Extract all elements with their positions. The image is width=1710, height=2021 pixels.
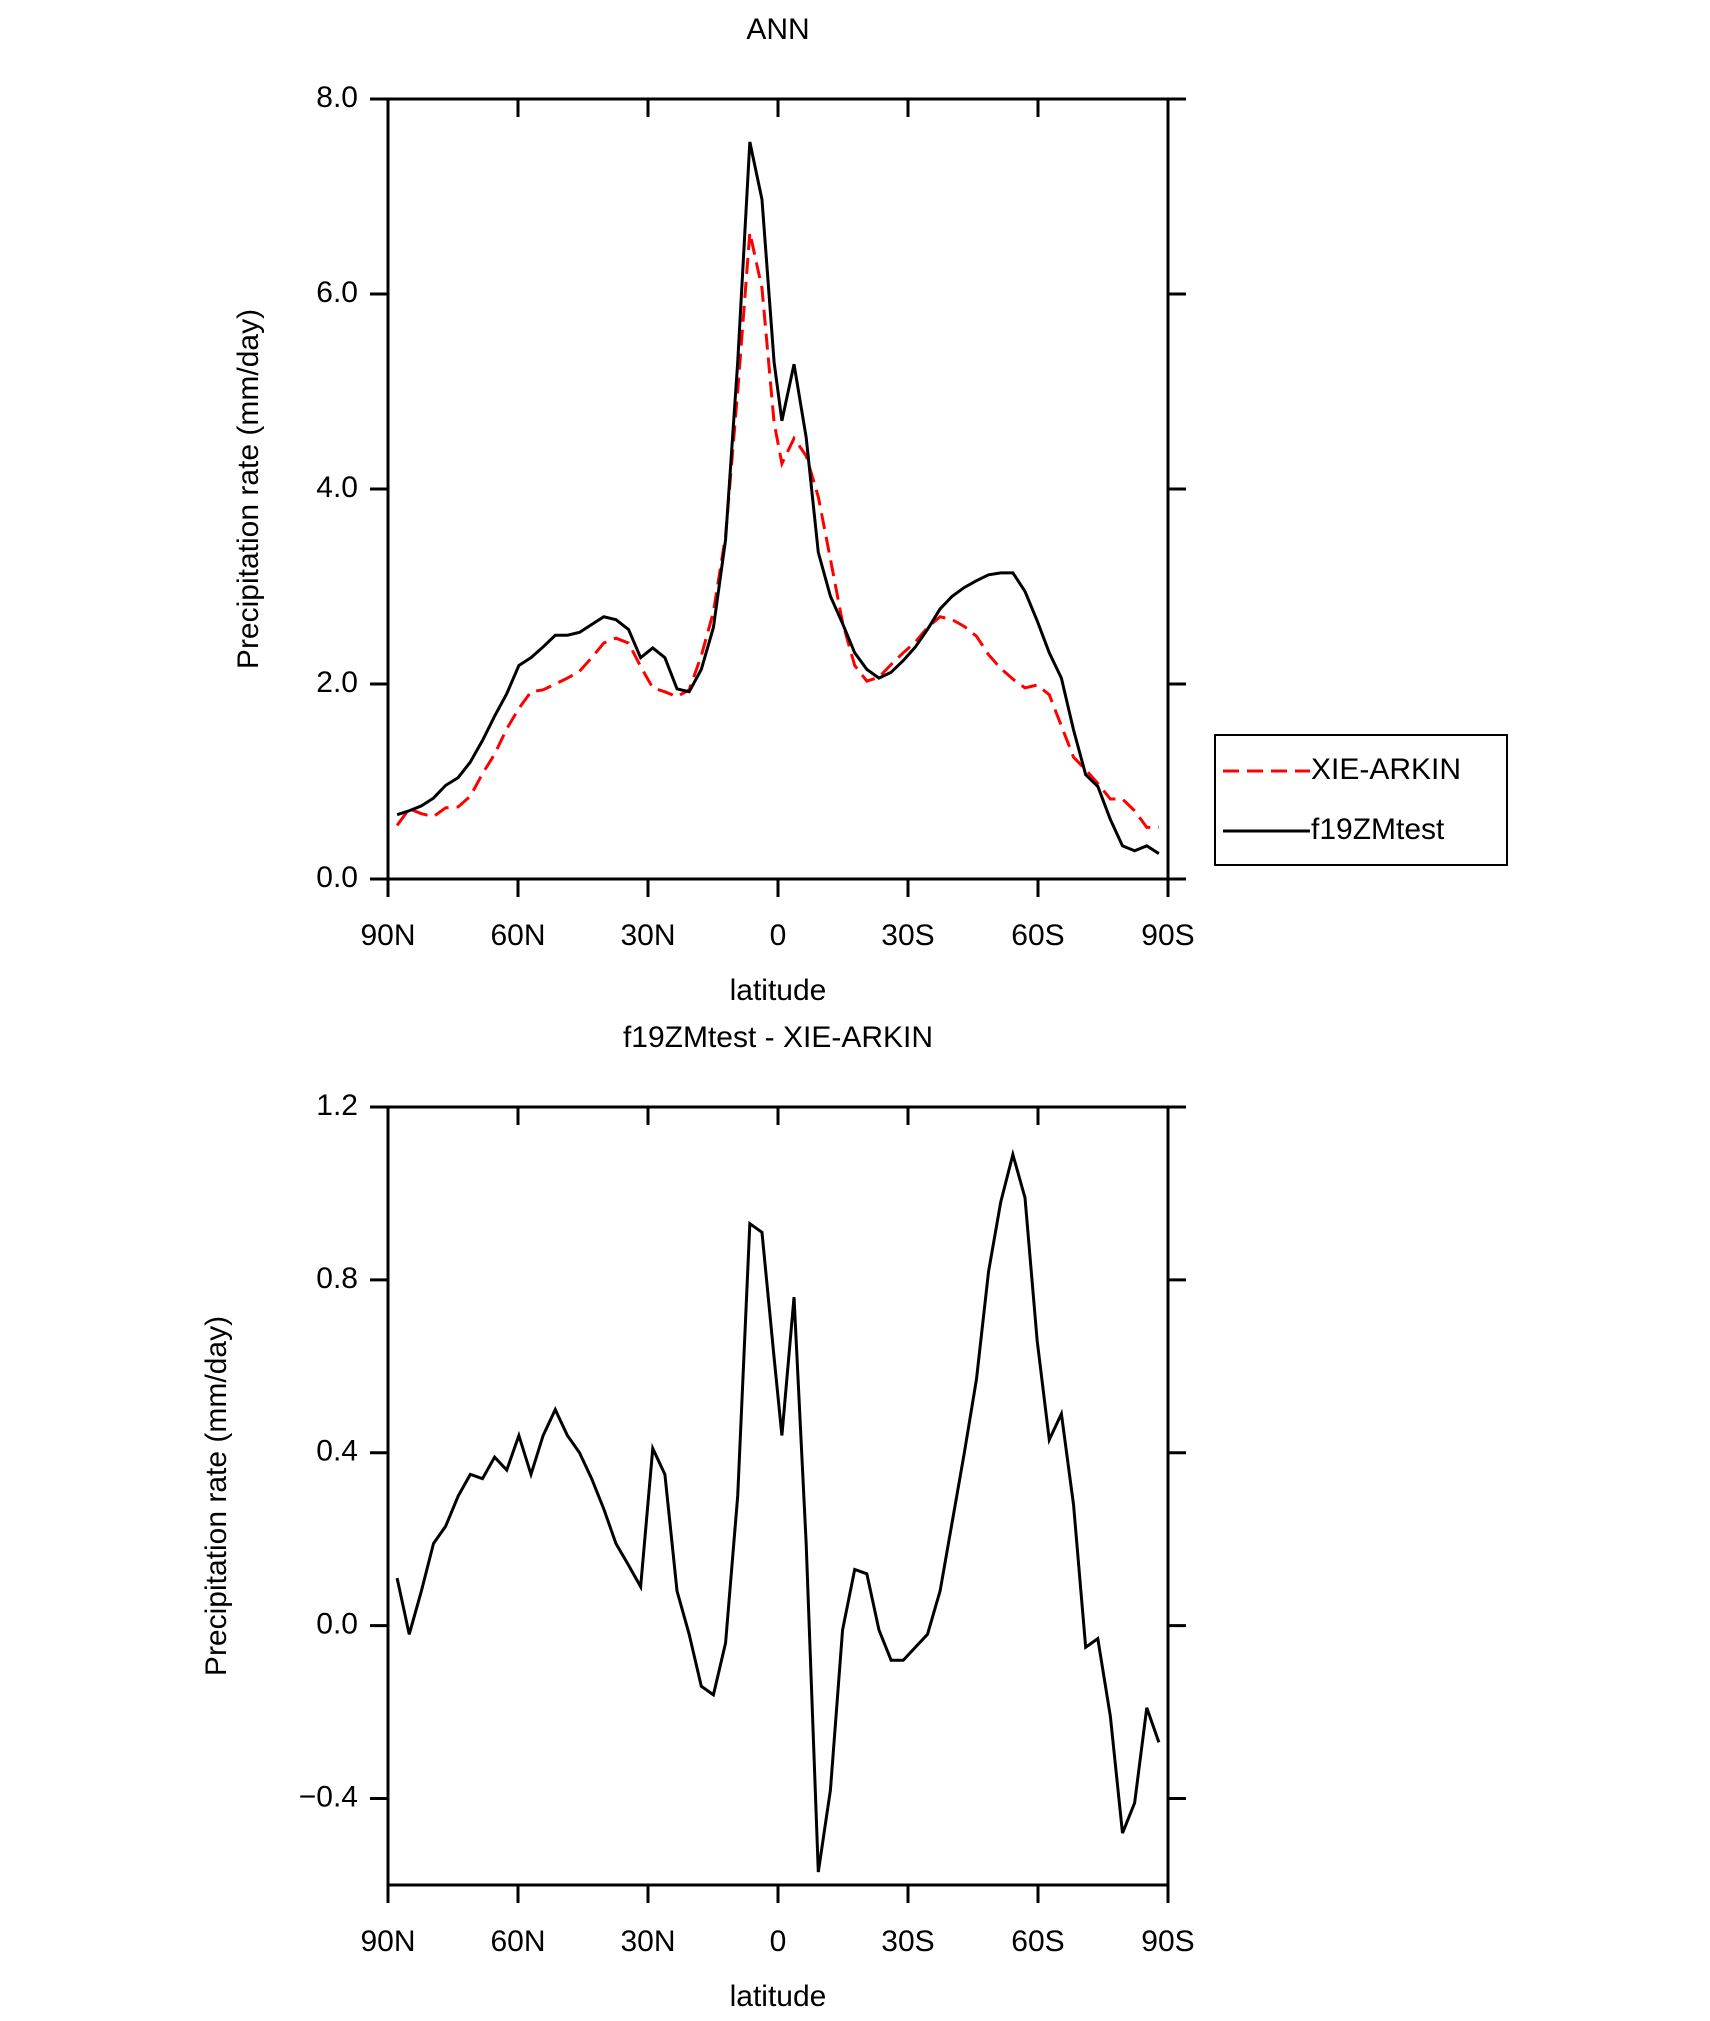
data-line bbox=[395, 232, 1159, 829]
legend-label: f19ZMtest bbox=[1311, 813, 1445, 846]
y-tick-label: 0.4 bbox=[316, 1435, 358, 1468]
y-tick-label: 0.8 bbox=[316, 1262, 358, 1295]
x-tick-label: 30S bbox=[881, 919, 934, 952]
y-tick-label: 8.0 bbox=[316, 81, 358, 114]
chart-title: ANN bbox=[746, 13, 809, 46]
x-tick-label: 0 bbox=[770, 1925, 787, 1958]
y-axis-label: Precipitation rate (mm/day) bbox=[200, 1316, 233, 1676]
x-tick-label: 30N bbox=[620, 1925, 675, 1958]
plot-frame bbox=[386, 97, 1170, 881]
y-tick-label: 0.0 bbox=[316, 1608, 358, 1641]
y-axis-label: Precipitation rate (mm/day) bbox=[232, 309, 265, 669]
plot-frame bbox=[386, 1105, 1170, 1887]
data-line bbox=[395, 1148, 1161, 1873]
y-tick-label: 1.2 bbox=[316, 1089, 358, 1122]
x-tick-label: 0 bbox=[770, 919, 787, 952]
x-tick-label: 90N bbox=[360, 919, 415, 952]
x-tick-label: 60N bbox=[490, 1925, 545, 1958]
x-tick-label: 90S bbox=[1141, 919, 1194, 952]
x-tick-label: 30N bbox=[620, 919, 675, 952]
legend-label: XIE-ARKIN bbox=[1311, 753, 1461, 786]
x-tick-label: 60S bbox=[1011, 1925, 1064, 1958]
data-line bbox=[396, 141, 1160, 855]
x-tick-label: 90N bbox=[360, 1925, 415, 1958]
y-tick-label: −0.4 bbox=[299, 1780, 358, 1813]
y-tick-label: 4.0 bbox=[316, 471, 358, 504]
chart-title: f19ZMtest - XIE-ARKIN bbox=[623, 1021, 933, 1054]
x-tick-label: 90S bbox=[1141, 1925, 1194, 1958]
y-tick-label: 0.0 bbox=[316, 861, 358, 894]
x-tick-label: 60N bbox=[490, 919, 545, 952]
y-tick-label: 6.0 bbox=[316, 276, 358, 309]
x-axis-label: latitude bbox=[730, 1980, 827, 2013]
y-tick-label: 2.0 bbox=[316, 666, 358, 699]
x-tick-label: 60S bbox=[1011, 919, 1064, 952]
x-axis-label: latitude bbox=[730, 974, 827, 1007]
x-tick-label: 30S bbox=[881, 1925, 934, 1958]
legend-box bbox=[1214, 734, 1508, 866]
